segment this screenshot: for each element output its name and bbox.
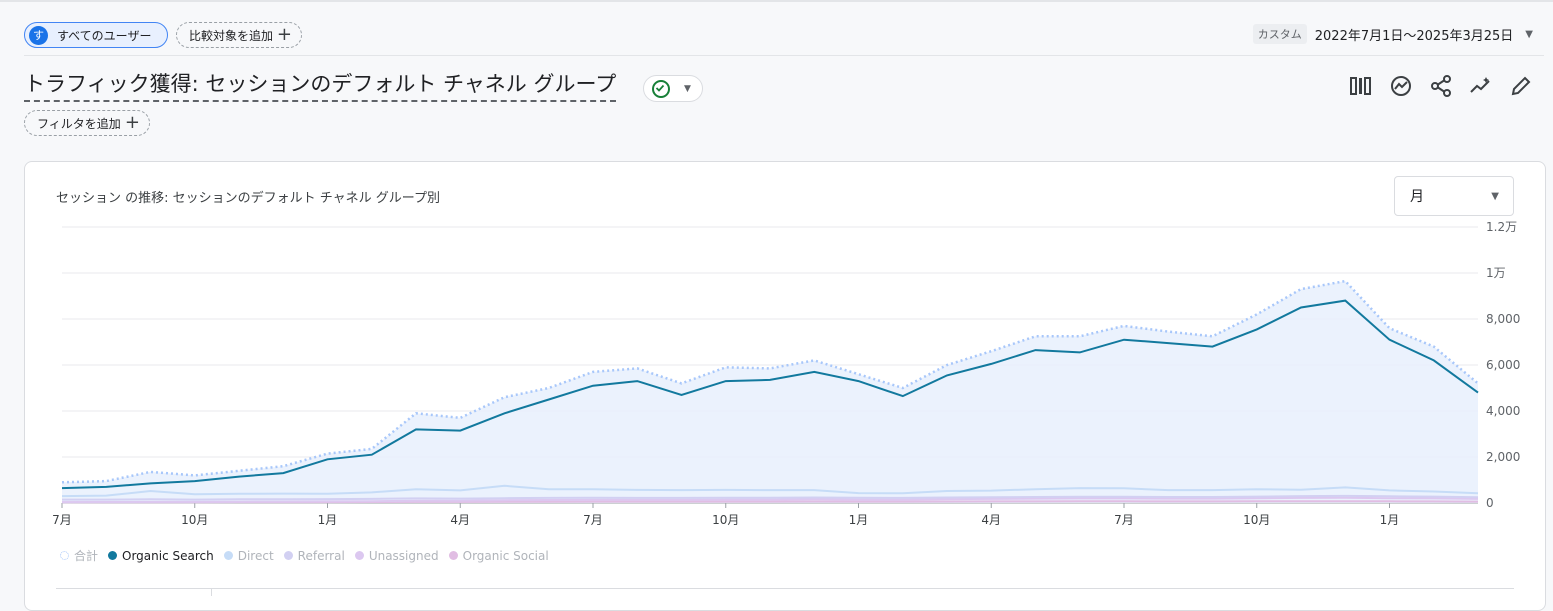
y-tick-label: 4,000 [1486, 404, 1520, 418]
chevron-down-icon: ▼ [1525, 28, 1533, 40]
y-tick-label: 6,000 [1486, 358, 1520, 372]
x-tick-label: 4月 [450, 513, 470, 527]
x-tick-label: 1月 [849, 513, 869, 527]
report-status-dropdown[interactable]: ▼ [643, 75, 703, 102]
x-tick-label: 7月 [52, 513, 72, 527]
sessions-line-chart: 0 2,000 4,000 6,000 8,000 1万 1.2万 7月 10月 1月 4月 7月 10… [52, 220, 1520, 527]
y-tick-label: 0 [1486, 496, 1494, 510]
add-filter-button[interactable]: フィルタを追加 + [24, 110, 150, 136]
segment-avatar: す [29, 25, 48, 45]
legend-dot-icon [223, 551, 233, 560]
date-mode-badge: カスタム [1252, 24, 1307, 44]
chart-title: セッション の推移: セッションのデフォルト チャネル グループ別 [56, 191, 440, 206]
header-divider [24, 55, 1544, 56]
legend-item[interactable]: 合計 [60, 547, 98, 564]
legend-label: Direct [237, 548, 274, 563]
x-tick-label: 4月 [981, 513, 1001, 527]
chevron-down-icon: ▼ [684, 83, 691, 94]
series-line-1 [61, 299, 1479, 490]
add-comparison-label: 比較対象を追加 [189, 28, 274, 43]
legend-dot-icon [354, 551, 364, 560]
granularity-value: 月 [1410, 189, 1424, 205]
add-filter-label: フィルタを追加 [37, 116, 121, 131]
edit-pencil-icon[interactable] [1509, 74, 1533, 98]
x-tick-label: 10月 [181, 513, 208, 527]
legend-dot-icon [108, 551, 118, 560]
segment-label: すべてのユーザー [57, 28, 152, 43]
page-title[interactable]: トラフィック獲得: セッションのデフォルト チャネル グループ [24, 70, 617, 102]
legend-dot-icon [283, 551, 293, 560]
granularity-select[interactable]: 月 ▼ [1394, 176, 1514, 216]
legend-dot-icon [60, 551, 69, 560]
top-border [0, 0, 1553, 2]
date-range-text: 2022年7月1日～2025年3月25日 [1314, 28, 1514, 44]
series-line-0 [61, 279, 1479, 484]
legend-item[interactable]: Unassigned [354, 547, 439, 564]
chevron-down-icon: ▼ [1491, 191, 1499, 202]
series-line-3 [62, 494, 1479, 501]
series-line-2 [61, 484, 1479, 498]
table-column-divider [211, 588, 212, 596]
total-area [62, 281, 1478, 503]
y-tick-label: 8,000 [1486, 312, 1520, 326]
report-toolbar [1333, 74, 1533, 98]
analytics-sparkle-icon[interactable] [1469, 74, 1493, 98]
check-circle-icon [652, 79, 670, 98]
legend-item[interactable]: Organic Search [108, 547, 214, 564]
x-tick-label: 7月 [583, 513, 603, 527]
legend-label: Unassigned [368, 548, 439, 563]
legend-label: Organic Social [462, 548, 549, 563]
insights-icon[interactable] [1389, 74, 1413, 98]
legend-item[interactable]: Direct [223, 547, 274, 564]
x-tick-label: 10月 [1243, 513, 1270, 527]
x-tick-label: 1月 [1380, 513, 1400, 527]
legend-dot-icon [448, 551, 458, 560]
plus-icon: + [276, 24, 292, 45]
y-tick-label: 1.2万 [1486, 220, 1517, 234]
add-comparison-button[interactable]: 比較対象を追加 + [176, 22, 302, 48]
segment-chip-all-users[interactable]: す すべてのユーザー [24, 22, 168, 48]
y-tick-label: 2,000 [1486, 450, 1520, 464]
date-range-picker[interactable]: カスタム 2022年7月1日～2025年3月25日 ▼ [1252, 24, 1533, 44]
chart-legend: 合計 Organic Search Direct Referral Unassigned… [60, 547, 559, 564]
legend-label: 合計 [74, 549, 99, 563]
plus-icon: + [124, 112, 140, 133]
legend-label: Referral [297, 548, 345, 563]
compare-columns-icon[interactable] [1349, 74, 1373, 98]
series-line-4 [61, 496, 1479, 504]
y-tick-label: 1万 [1486, 266, 1506, 280]
share-icon[interactable] [1429, 74, 1453, 98]
legend-item[interactable]: Organic Social [448, 547, 549, 564]
table-top-border [56, 588, 1514, 589]
x-tick-label: 10月 [712, 513, 739, 527]
legend-label: Organic Search [122, 548, 214, 563]
legend-item[interactable]: Referral [283, 547, 345, 564]
x-tick-label: 7月 [1114, 513, 1134, 527]
x-tick-label: 1月 [318, 513, 338, 527]
